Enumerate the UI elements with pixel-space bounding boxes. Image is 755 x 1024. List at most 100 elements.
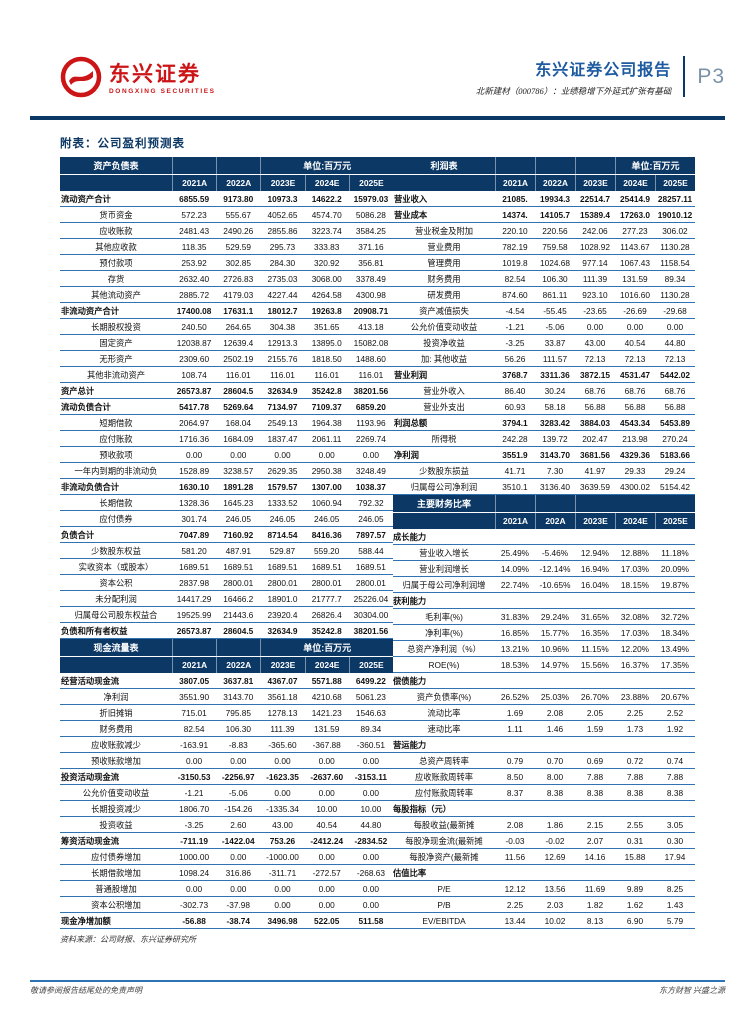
brand-logo: 东兴证券 DONGXING SECURITIES <box>60 56 216 103</box>
row-value: 2490.26 <box>223 225 254 236</box>
row-value: 0.00 <box>186 449 203 460</box>
row-value: 1193.96 <box>356 417 386 428</box>
row-value: 19263.8 <box>311 305 342 316</box>
row-value: 11.56 <box>504 851 526 862</box>
row-value: 7134.97 <box>267 401 298 412</box>
table-row: 资产总计 26573.87 28604.5 32634.9 35242.8 38201.5… <box>60 383 393 399</box>
row-value: -2834.52 <box>354 835 388 846</box>
row-value: 1546.63 <box>355 707 386 718</box>
row-value: -2637.60 <box>310 771 344 782</box>
row-value: -367.88 <box>312 739 341 750</box>
row-label: 净利率(%) <box>425 627 463 638</box>
row-label: 投资活动现金流 <box>61 771 120 782</box>
row-value: 555.67 <box>225 209 251 220</box>
row-value: 246.05 <box>314 513 340 524</box>
row-value: 26.70% <box>580 691 610 702</box>
row-value: 15979.03 <box>353 193 389 204</box>
row-value: 1.62 <box>626 899 644 910</box>
row-label: 预付款项 <box>99 257 133 268</box>
row-value: 1060.94 <box>311 497 342 508</box>
row-value: 26573.87 <box>176 625 212 636</box>
table-row: 总资产周转率 0.79 0.70 0.69 0.72 0.74 <box>393 753 695 769</box>
row-value: 4300.02 <box>620 481 650 492</box>
table-row: 流动资产合计 6855.59 9173.80 10973.3 14622.2 15979.… <box>60 191 393 207</box>
row-value: 3143.70 <box>223 691 254 702</box>
row-label: 流动资产合计 <box>61 193 111 204</box>
table-row: 预付款项 253.92 302.85 284.30 320.92 356.81 <box>60 255 393 271</box>
row-label: 无形资产 <box>99 353 133 364</box>
row-value: 220.56 <box>542 225 568 236</box>
row-value: 1000.00 <box>179 851 210 862</box>
row-label: 毛利率(%) <box>425 611 463 622</box>
row-value: -8.83 <box>228 739 248 750</box>
row-value: 246.05 <box>269 513 296 524</box>
row-label: 资产总计 <box>61 385 95 396</box>
year-header: 2024E <box>615 513 655 529</box>
row-value: -5.46% <box>541 547 569 558</box>
row-value: 1038.37 <box>355 481 386 492</box>
row-value: 0.74 <box>666 755 684 766</box>
row-value: 3068.00 <box>311 273 342 284</box>
report-subtitle: 北新建材（000786）：业绩稳增下外延式扩张有基础 <box>475 86 672 96</box>
row-value: 295.73 <box>269 241 296 252</box>
row-label: 少数股东损益 <box>419 465 469 476</box>
year-header: 2023E <box>575 513 615 529</box>
row-value: 3872.15 <box>580 369 610 380</box>
row-value: 20.09% <box>660 563 690 574</box>
table-row: 财务费用 82.54 106.30 111.39 131.59 89.34 <box>60 721 393 737</box>
row-value: 3238.57 <box>223 465 254 476</box>
brand-name-en: DONGXING SECURITIES <box>109 88 216 95</box>
row-value: 306.02 <box>662 225 688 236</box>
row-value: 16.85% <box>500 627 530 638</box>
row-value: 220.10 <box>502 225 528 236</box>
row-value: 3561.18 <box>267 691 298 702</box>
row-value: 3283.42 <box>540 417 570 428</box>
row-value: -163.91 <box>180 739 209 750</box>
cash-flow-title: 现金流量表 <box>93 643 139 653</box>
row-value: 19010.12 <box>657 209 693 220</box>
ratios-years: 2021A 202A 2023E 2024E 2025E <box>393 512 695 529</box>
row-value: 2735.03 <box>267 273 298 284</box>
row-value: 1016.60 <box>620 289 650 300</box>
row-value: 213.98 <box>622 433 648 444</box>
row-value: 8.38 <box>586 787 604 798</box>
row-value: 2800.01 <box>355 577 386 588</box>
row-value: -3.25 <box>505 337 525 348</box>
year-header: 2023E <box>575 175 615 191</box>
row-label: 每股净资产(最新摊 <box>409 851 479 862</box>
page-footer: 敬请参阅报告结尾处的免责声明 东方财智 兴盛之源 <box>30 985 725 996</box>
row-label: 筹资活动现金流 <box>61 835 120 846</box>
row-value: 11.15% <box>581 643 609 654</box>
row-label: 获利能力 <box>393 595 427 606</box>
row-value: 4264.58 <box>311 289 342 300</box>
row-value: 6499.22 <box>355 675 386 686</box>
row-value: 2632.40 <box>179 273 210 284</box>
row-label: 其他非流动资产 <box>86 369 146 380</box>
row-value: 1.82 <box>586 899 604 910</box>
unit-label: 单位:百万元 <box>260 157 393 174</box>
row-value: 43.00 <box>584 337 606 348</box>
row-value: 9.89 <box>626 883 644 894</box>
row-value: 30.24 <box>544 385 566 396</box>
table-row: 应收账款减少 -163.91 -8.83 -365.60 -367.88 -360.51 <box>60 737 393 753</box>
row-value: 30304.00 <box>353 609 389 620</box>
row-value: 1019.8 <box>502 257 528 268</box>
row-value: 3378.49 <box>355 273 386 284</box>
row-value: 0.00 <box>318 755 335 766</box>
row-value: 0.00 <box>274 755 291 766</box>
row-value: 1098.24 <box>179 867 210 878</box>
row-value: 13.49% <box>660 643 690 654</box>
row-label: 经营活动现金流 <box>61 675 120 686</box>
footer-slogan: 东方财智 兴盛之源 <box>659 986 725 995</box>
row-value: 4210.68 <box>311 691 342 702</box>
row-value: 32634.9 <box>267 385 298 396</box>
row-value: 108.74 <box>181 369 207 380</box>
row-value: 2.60 <box>230 819 247 830</box>
row-value: 11.69 <box>584 883 606 894</box>
row-value: 18012.7 <box>267 305 298 316</box>
row-value: 8.00 <box>546 771 564 782</box>
table-row: 公允价值变动收益 -1.21 -5.06 0.00 0.00 0.00 <box>393 319 695 335</box>
row-value: 333.83 <box>314 241 340 252</box>
table-row: 归属母公司股东权益合 19525.99 21443.6 23920.4 26826.4 3… <box>60 607 393 623</box>
